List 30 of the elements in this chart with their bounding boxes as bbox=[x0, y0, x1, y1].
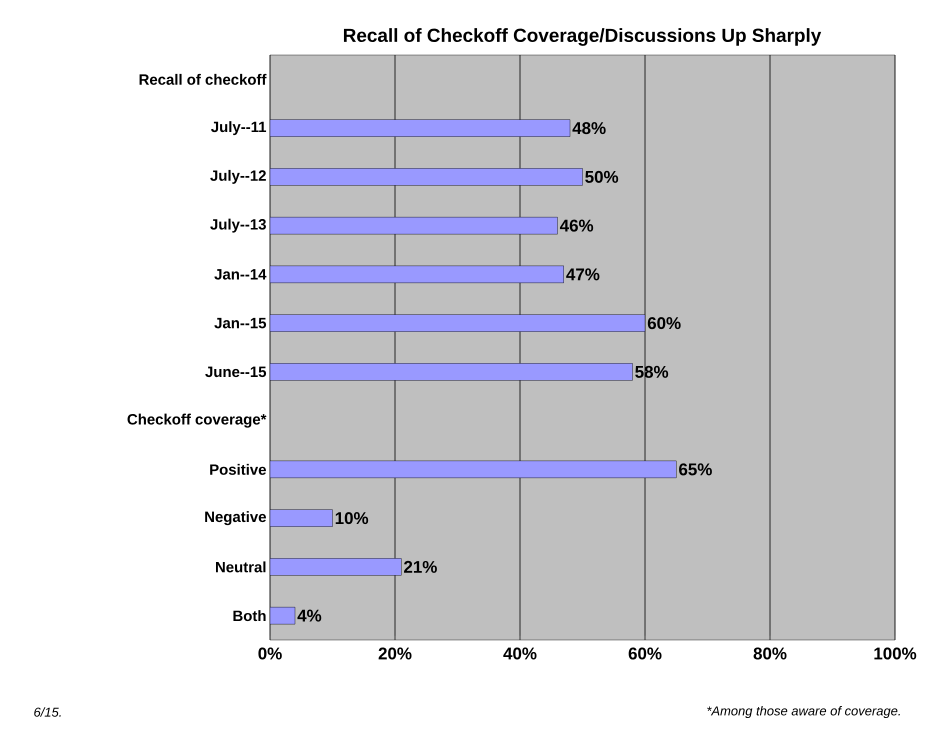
data-label: 10% bbox=[336, 512, 368, 524]
data-label: 4% bbox=[297, 610, 322, 622]
x-tick-label: 100% bbox=[874, 648, 916, 660]
text: 6/15. bbox=[34, 707, 61, 717]
x-tick-label: 40% bbox=[503, 648, 536, 660]
chart-title: Recall of Checkoff Coverage/Discussions Up Sharply bbox=[344, 28, 822, 46]
y-tick-label: July--12 bbox=[210, 170, 266, 184]
data-label: 60% bbox=[648, 317, 681, 330]
y-tick-label: July--11 bbox=[211, 121, 266, 136]
y-tick-label: Jan--15 bbox=[214, 318, 266, 328]
x-tick-label: 60% bbox=[628, 648, 662, 660]
x-tick-label: 20% bbox=[378, 648, 412, 660]
data-label: 50% bbox=[585, 170, 618, 183]
y-tick-label: Negative bbox=[205, 511, 266, 526]
y-tick-label: Positive bbox=[210, 464, 266, 475]
y-tick-label: Neutral bbox=[216, 561, 266, 572]
y-tick-label: Checkoff coverage* bbox=[128, 414, 266, 428]
data-label: 21% bbox=[404, 560, 437, 573]
data-label: 47% bbox=[566, 268, 600, 280]
y-tick-label: Jan--14 bbox=[214, 269, 266, 280]
y-tick-label: July--13 bbox=[210, 218, 266, 233]
data-label: 48% bbox=[572, 122, 606, 134]
x-tick-label: 0% bbox=[258, 648, 282, 660]
data-label: 65% bbox=[679, 463, 712, 476]
y-tick-label: Recall of checkoff bbox=[140, 74, 266, 85]
y-tick-label: Both bbox=[233, 610, 266, 622]
text: *Among those aware of coverage. bbox=[707, 706, 900, 718]
data-label: 46% bbox=[560, 220, 594, 232]
x-tick-label: 80% bbox=[754, 648, 786, 660]
y-tick-label: June--15 bbox=[205, 366, 266, 378]
